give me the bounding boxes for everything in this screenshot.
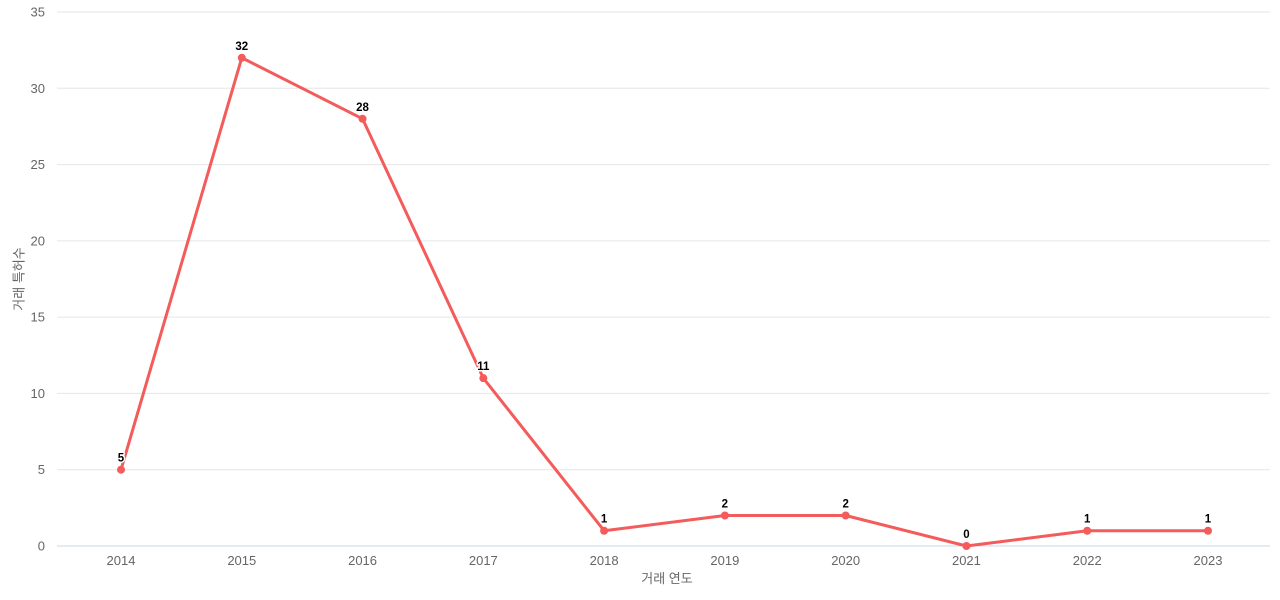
data-point-label: 1 [601, 514, 608, 526]
data-point-label: 5 [118, 453, 125, 465]
data-point-label: 1 [1084, 514, 1091, 526]
x-tick-labels-layer: 2014 2015 2016 2017 2018 2019 2020 2021 2022 2023 [107, 553, 1223, 568]
x-tick-label: 2019 [710, 553, 739, 568]
x-tick-label: 2023 [1194, 553, 1223, 568]
y-tick-label: 25 [31, 157, 45, 172]
data-point-marker[interactable] [1083, 526, 1092, 535]
data-point-label: 2 [842, 498, 848, 510]
series-layer [117, 53, 1212, 550]
data-point-marker[interactable] [1204, 526, 1212, 535]
x-tick-label: 2021 [952, 553, 981, 568]
x-tick-label: 2017 [469, 553, 498, 568]
series-line [119, 56, 1210, 548]
data-point-label: 28 [356, 102, 369, 114]
data-point-marker[interactable] [237, 53, 246, 62]
x-tick-label: 2022 [1073, 553, 1102, 568]
data-point-label: 11 [477, 361, 490, 373]
data-point-label: 2 [722, 498, 728, 510]
y-tick-label: 20 [31, 233, 45, 248]
y-tick-label: 5 [38, 462, 45, 477]
data-point-label: 0 [963, 529, 969, 541]
y-tick-label: 30 [31, 81, 45, 96]
y-axis-title: 거래 특허수 [12, 247, 27, 310]
data-point-label: 1 [1205, 514, 1212, 526]
y-tick-label: 10 [31, 386, 45, 401]
data-point-marker[interactable] [600, 526, 609, 535]
y-tick-label: 15 [31, 310, 45, 325]
x-tick-label: 2014 [107, 553, 136, 568]
data-point-marker[interactable] [841, 511, 850, 520]
x-tick-label: 2018 [590, 553, 619, 568]
x-tick-label: 2020 [831, 553, 860, 568]
y-tick-label: 0 [38, 539, 45, 554]
data-point-marker[interactable] [479, 374, 488, 383]
x-tick-label: 2015 [227, 553, 256, 568]
data-point-label: 32 [235, 41, 248, 53]
x-tick-label: 2016 [348, 553, 377, 568]
y-tick-labels-layer: 0 5 10 15 20 25 30 35 [31, 5, 45, 554]
data-point-marker[interactable] [358, 114, 367, 123]
x-axis-title: 거래 연도 [641, 571, 692, 586]
data-point-marker[interactable] [720, 511, 729, 520]
y-tick-label: 35 [31, 5, 45, 20]
data-point-marker[interactable] [117, 465, 125, 474]
gridlines-layer [57, 11, 1270, 547]
data-point-marker[interactable] [962, 542, 971, 550]
